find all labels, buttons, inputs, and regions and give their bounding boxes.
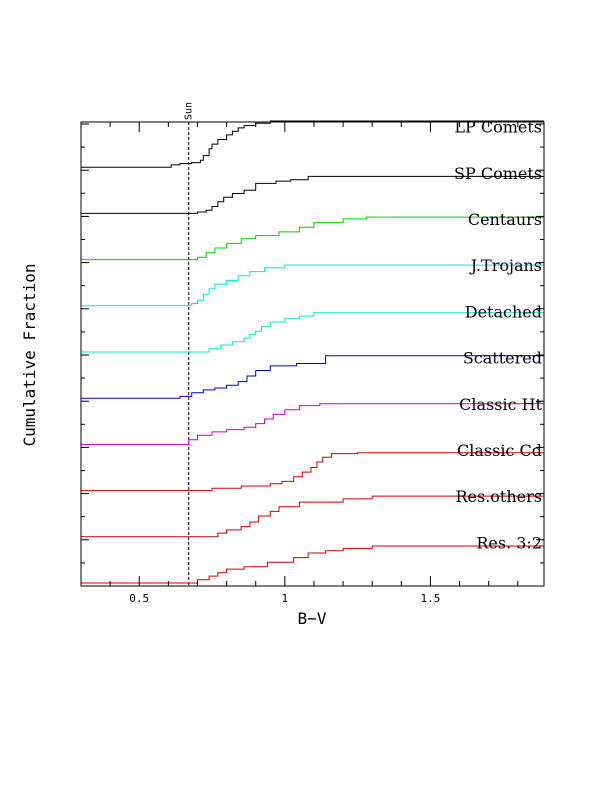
series-label-1: SP Comets bbox=[454, 164, 542, 183]
series-line-0 bbox=[81, 120, 544, 168]
series-line-1 bbox=[81, 175, 544, 214]
sun-reference-label: Sun bbox=[184, 102, 195, 120]
series-label-8: Res.others bbox=[455, 487, 542, 506]
series-line-9 bbox=[81, 545, 544, 584]
x-tick-label: 1.5 bbox=[420, 592, 440, 605]
series-line-5 bbox=[81, 355, 544, 399]
y-axis-label: Cumulative Fraction bbox=[20, 263, 39, 446]
series-label-9: Res. 3:2 bbox=[476, 533, 542, 552]
plot-area: Sun LP Comets SP Comets Centaurs J.Trojans De… bbox=[81, 102, 545, 586]
series-label-7: Classic Cd bbox=[457, 441, 542, 460]
series-line-8 bbox=[81, 495, 545, 538]
series-line-6 bbox=[81, 401, 545, 445]
series-label-3: J.Trojans bbox=[469, 256, 542, 275]
series-label-5: Scattered bbox=[463, 349, 542, 368]
series-line-4 bbox=[81, 312, 544, 353]
x-tick-label: 0.5 bbox=[129, 592, 149, 605]
series-label-2: Centaurs bbox=[468, 210, 542, 229]
plot-frame bbox=[80, 121, 545, 587]
x-axis-label: B−V bbox=[298, 609, 327, 628]
axis-ticks: 0.5 1 1.5 bbox=[80, 122, 544, 605]
series-label-6: Classic Ht bbox=[459, 395, 542, 414]
series-label-0: LP Comets bbox=[454, 118, 542, 137]
x-tick-label: 1 bbox=[282, 592, 289, 605]
series-line-3 bbox=[81, 264, 544, 307]
series-line-2 bbox=[81, 216, 544, 261]
series-line-7 bbox=[81, 452, 544, 492]
series-label-4: Detached bbox=[465, 302, 542, 321]
